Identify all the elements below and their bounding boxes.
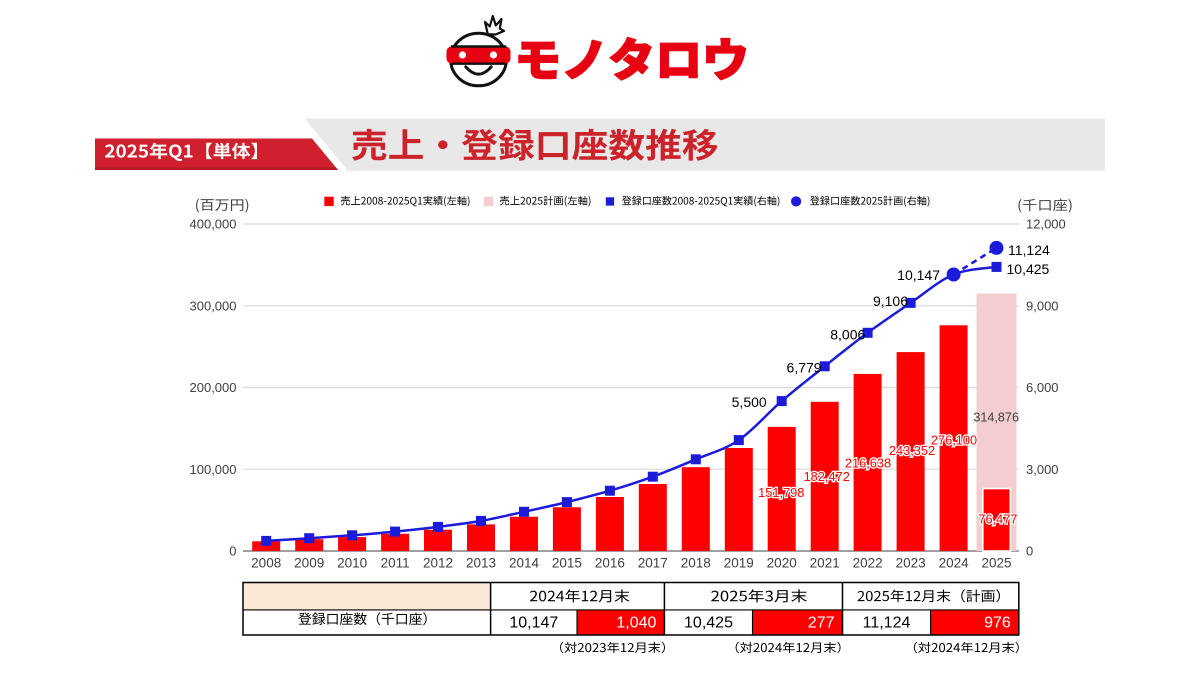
svg-text:2015: 2015 [552, 556, 582, 571]
svg-text:277: 277 [808, 615, 835, 632]
svg-text:10,147: 10,147 [897, 267, 940, 283]
svg-text:976: 976 [984, 615, 1011, 632]
svg-text:11,124: 11,124 [1008, 242, 1050, 258]
svg-text:2022: 2022 [853, 556, 883, 571]
svg-text:2020: 2020 [767, 556, 797, 571]
svg-text:2019: 2019 [724, 556, 754, 571]
svg-text:12,000: 12,000 [1026, 217, 1066, 232]
svg-text:2023: 2023 [896, 556, 926, 571]
svg-text:2014: 2014 [509, 556, 540, 571]
svg-text:276,100: 276,100 [931, 433, 977, 448]
svg-text:6,779: 6,779 [787, 359, 822, 375]
svg-text:2018: 2018 [681, 556, 711, 571]
svg-text:100,000: 100,000 [190, 462, 237, 477]
svg-text:3,000: 3,000 [1026, 462, 1059, 477]
svg-text:10,425: 10,425 [684, 615, 733, 632]
svg-text:182,472: 182,472 [804, 469, 850, 484]
svg-text:2013: 2013 [466, 556, 496, 571]
svg-text:76,477: 76,477 [978, 512, 1017, 527]
svg-text:2012: 2012 [423, 556, 453, 571]
svg-text:11,124: 11,124 [863, 615, 911, 632]
svg-text:400,000: 400,000 [190, 217, 237, 232]
svg-text:243,352: 243,352 [889, 443, 935, 458]
svg-text:0: 0 [229, 544, 236, 559]
svg-text:2016: 2016 [595, 556, 625, 571]
svg-text:2010: 2010 [337, 556, 367, 571]
svg-text:314,876: 314,876 [973, 411, 1019, 425]
svg-text:9,000: 9,000 [1026, 298, 1059, 313]
svg-text:10,147: 10,147 [509, 615, 558, 632]
svg-text:151,798: 151,798 [758, 485, 804, 500]
svg-text:2011: 2011 [381, 556, 410, 571]
svg-text:9,106: 9,106 [873, 293, 908, 309]
svg-text:200,000: 200,000 [190, 380, 237, 395]
svg-text:8,006: 8,006 [830, 326, 865, 342]
svg-text:1,040: 1,040 [616, 615, 656, 632]
svg-text:5,500: 5,500 [732, 394, 767, 410]
svg-text:10,425: 10,425 [1007, 261, 1050, 277]
svg-text:2008: 2008 [251, 556, 281, 571]
svg-text:2021: 2021 [810, 556, 840, 571]
svg-text:216,638: 216,638 [845, 456, 891, 471]
svg-text:2017: 2017 [638, 556, 668, 571]
svg-text:6,000: 6,000 [1026, 380, 1059, 395]
svg-text:2024: 2024 [939, 556, 970, 571]
svg-text:300,000: 300,000 [190, 298, 237, 313]
svg-text:2009: 2009 [294, 556, 324, 571]
svg-text:0: 0 [1026, 544, 1033, 559]
svg-text:2025: 2025 [981, 556, 1011, 571]
